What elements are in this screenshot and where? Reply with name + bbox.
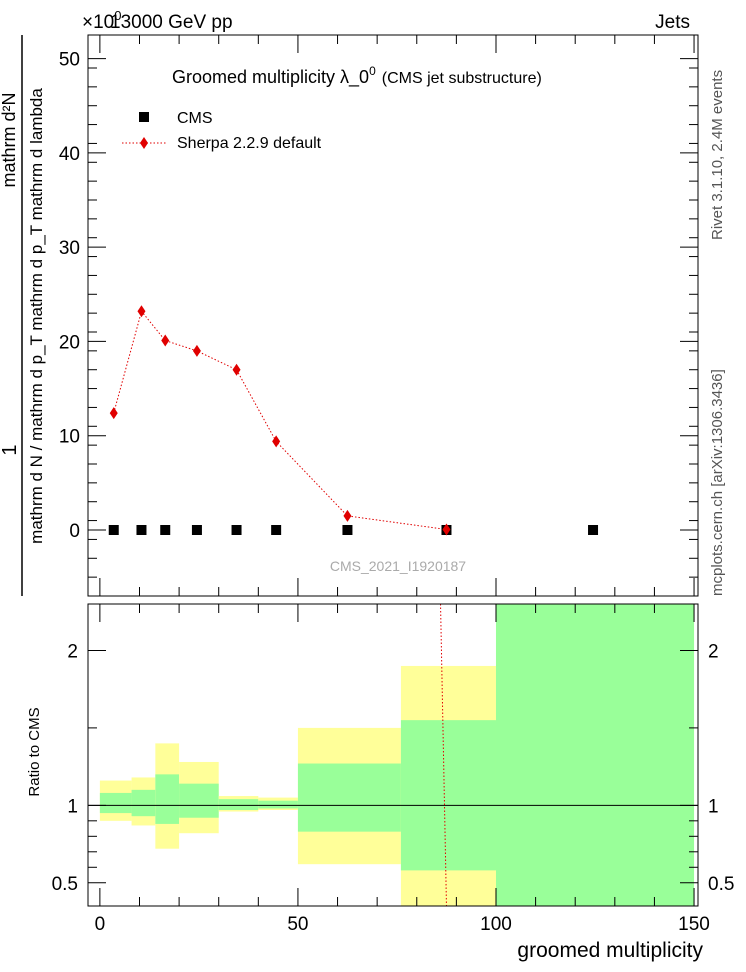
ratio-y-tick-label-right: 1 [708, 796, 719, 817]
exponent-label: ×100 [82, 8, 121, 33]
sherpa-data-point [192, 344, 201, 357]
cms-data-point [342, 525, 353, 535]
cms-data-point [271, 525, 282, 535]
ratio-y-tick-label: 0.5 [52, 874, 78, 895]
main-y-tick-label: 30 [59, 238, 80, 259]
x-axis-label: groomed multiplicity [517, 939, 703, 962]
sherpa-data-point [343, 509, 352, 522]
ratio-y-tick-label: 2 [67, 641, 78, 662]
ratio-y-tick-label-right: 2 [708, 641, 719, 662]
ratio-inner-band [400, 720, 496, 871]
sherpa-data-point [442, 523, 451, 536]
plot-title: Groomed multiplicity λ_00 (CMS jet substr… [172, 64, 542, 88]
ratio-inner-band [495, 604, 695, 906]
ratio-plot: 0.5 0.5 1 1 2 2 0 50 100 150 [52, 603, 734, 935]
x-tick-label: 50 [287, 914, 308, 935]
legend-cms-label: CMS [177, 110, 213, 127]
ratio-inner-band [179, 783, 219, 818]
ratio-inner-band [99, 792, 132, 814]
x-tick-label: 0 [95, 914, 106, 935]
cms-data-point [191, 525, 202, 535]
sherpa-data-point [272, 435, 281, 448]
legend-sherpa-marker [140, 137, 148, 149]
main-y-tick-label: 0 [69, 521, 80, 542]
sherpa-data-point [109, 407, 118, 420]
title-suffix: (CMS jet substructure) [382, 70, 542, 87]
x-tick-label: 100 [480, 914, 512, 935]
cms-data-point [108, 525, 119, 535]
ratio-inner-band [155, 774, 180, 824]
main-y-tick-label: 40 [59, 144, 80, 165]
ratio-y-label: Ratio to CMS [26, 707, 43, 796]
ratio-y-tick-label: 1 [67, 796, 78, 817]
cms-data-point [136, 525, 147, 535]
main-plot-frame [87, 34, 699, 597]
y-label-numerator: 1 [0, 444, 21, 455]
cms-data-point [231, 525, 242, 535]
sherpa-data-point [137, 305, 146, 318]
ratio-inner-band [258, 800, 298, 809]
legend-sherpa-label: Sherpa 2.2.9 default [177, 135, 322, 152]
category-label: Jets [655, 12, 690, 33]
mcplots-label: mcplots.cern.ch [arXiv:1306.3436] [709, 369, 726, 596]
exponent-power: 0 [114, 8, 121, 23]
cms-data-point [160, 525, 171, 535]
ratio-plot-frame [87, 603, 699, 907]
cms-data-point [588, 525, 599, 535]
rivet-version-label: Rivet 3.1.10, 2.4M events [709, 70, 726, 240]
main-y-tick-label: 20 [59, 332, 80, 353]
sherpa-data-point [161, 334, 170, 347]
x-tick-label: 150 [678, 914, 710, 935]
ratio-sherpa-line [440, 603, 447, 907]
ratio-inner-band [218, 799, 259, 810]
sherpa-data-point [232, 363, 241, 376]
ratio-inner-band [131, 789, 156, 817]
analysis-label: CMS_2021_I1920187 [330, 558, 466, 574]
legend-cms-marker [139, 112, 149, 122]
ratio-y-tick-label-right: 0.5 [708, 874, 734, 895]
ratio-inner-band [297, 763, 401, 832]
main-y-tick-label: 50 [59, 50, 80, 71]
title-superscript: 0 [369, 64, 376, 78]
main-plot: 0 10 20 30 40 50 Groomed multiplicity λ_00 (CMS… [59, 34, 699, 597]
y-label-expression: mathrm d²N [0, 92, 19, 187]
y-label-denominator: mathrm d N / mathrm d p_T mathrm d p_T m… [27, 88, 46, 544]
beam-label: 13000 GeV pp [110, 12, 233, 33]
main-y-axis-label: 1 mathrm d²N mathrm d N / mathrm d p_T m… [0, 35, 46, 596]
main-y-tick-label: 10 [59, 427, 80, 448]
